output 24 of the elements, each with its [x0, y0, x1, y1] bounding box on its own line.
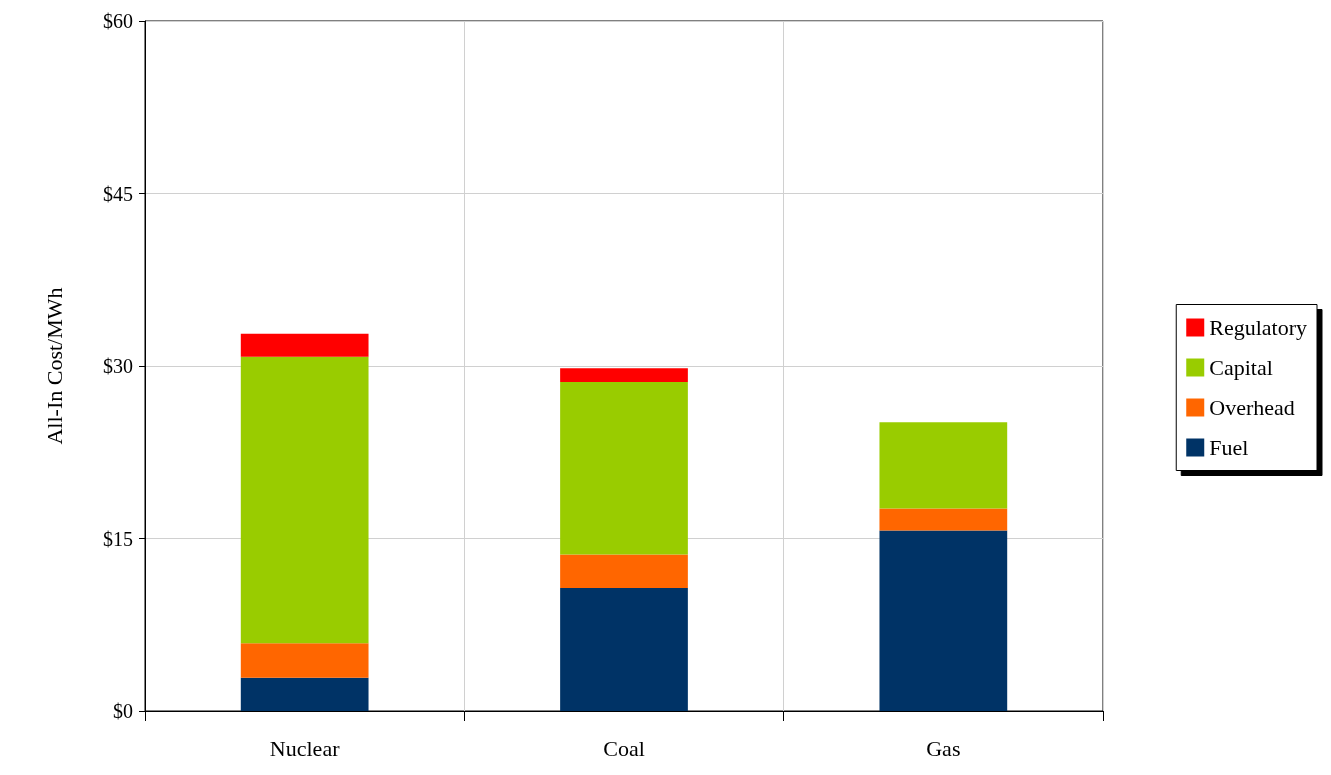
legend-label: Regulatory: [1209, 315, 1308, 340]
x-tick-label: Gas: [926, 735, 961, 761]
bar: [560, 368, 688, 383]
y-tick-label: $30: [103, 355, 133, 377]
legend-label: Overhead: [1209, 395, 1295, 420]
x-tick-label: Coal: [603, 735, 645, 761]
y-axis-title: All-In Cost/MWh: [41, 287, 67, 445]
legend-label: Fuel: [1209, 435, 1249, 460]
bar: [240, 333, 369, 357]
legend-label: Capital: [1209, 355, 1273, 380]
bar: [240, 643, 369, 678]
y-tick-label: $45: [103, 182, 133, 205]
bar: [560, 382, 688, 555]
bar: [240, 677, 369, 711]
bar: [560, 587, 688, 711]
bar: [560, 554, 688, 588]
x-tick-label: Nuclear: [269, 735, 341, 761]
bar: [240, 356, 369, 644]
bar: [879, 422, 1008, 509]
y-tick-label: $15: [103, 527, 133, 550]
y-tick-label: $0: [113, 700, 133, 722]
y-tick-label: $60: [103, 10, 133, 32]
bar: [879, 530, 1008, 711]
bar: [879, 508, 1008, 531]
